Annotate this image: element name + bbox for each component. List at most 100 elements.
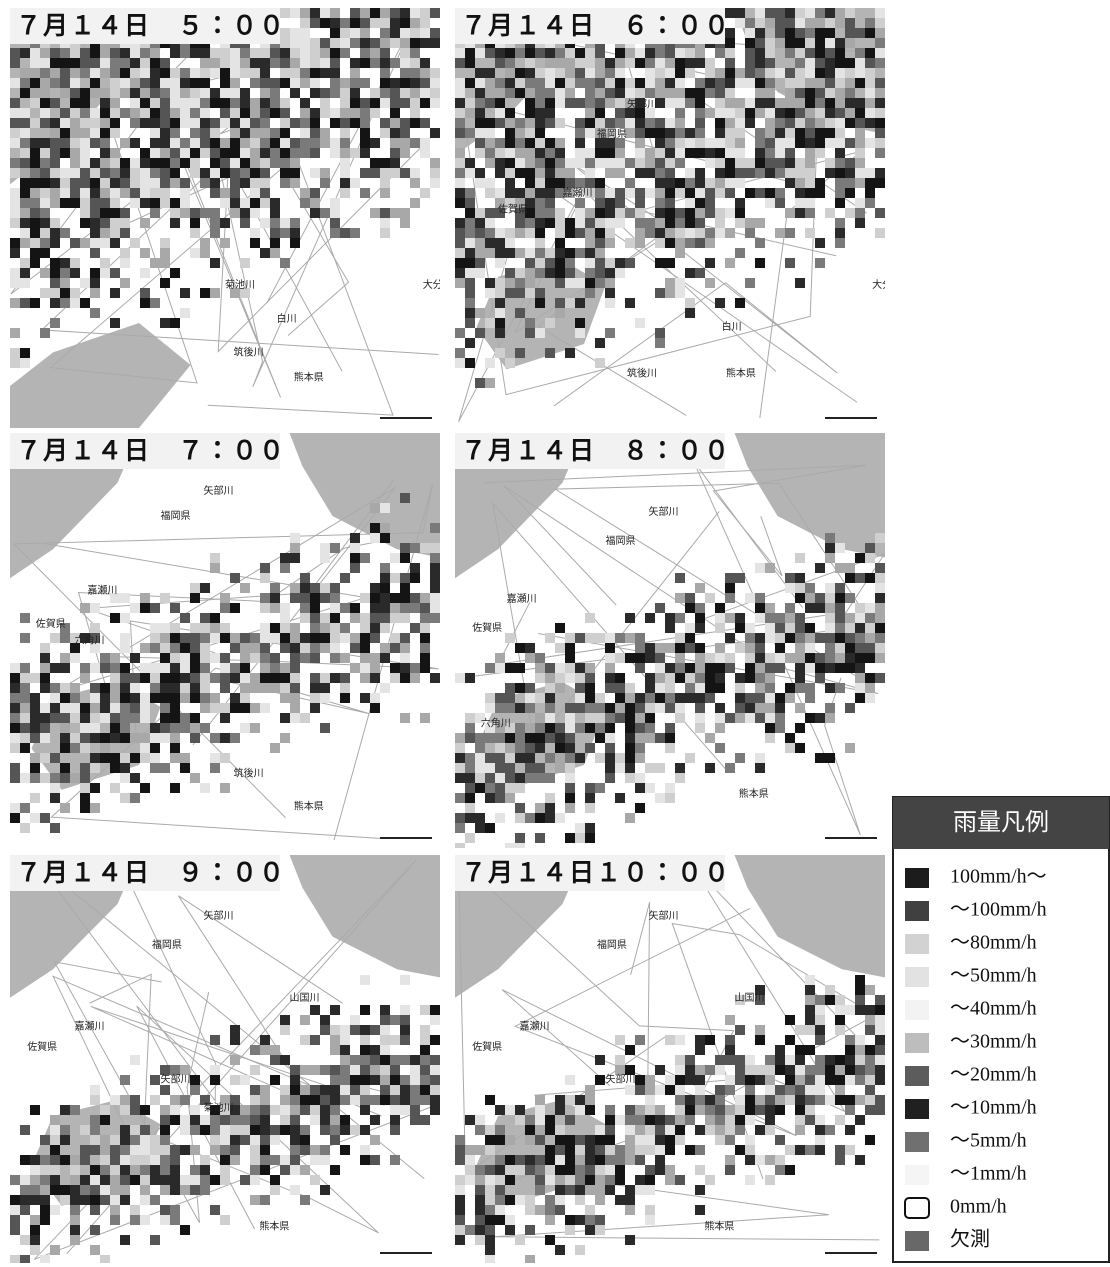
- rain-cell: [80, 48, 90, 58]
- rain-cell: [100, 1135, 110, 1145]
- rain-cell: [715, 703, 725, 713]
- rain-cell: [410, 68, 420, 78]
- rain-cell: [655, 733, 665, 743]
- rain-cell: [380, 1025, 390, 1035]
- rain-cell: [615, 713, 625, 723]
- rain-cell: [110, 78, 120, 88]
- rain-cell: [80, 603, 90, 613]
- rain-cell: [320, 48, 330, 58]
- rain-cell: [330, 643, 340, 653]
- rain-cell: [80, 158, 90, 168]
- rain-cell: [210, 563, 220, 573]
- rain-cell: [565, 268, 575, 278]
- rain-cell: [495, 753, 505, 763]
- rain-cell: [675, 208, 685, 218]
- rain-cell: [300, 593, 310, 603]
- rain-cell: [290, 533, 300, 543]
- rain-cell: [420, 18, 430, 28]
- rain-cell: [140, 1125, 150, 1135]
- rain-cell: [825, 643, 835, 653]
- rain-cell: [835, 158, 845, 168]
- rain-cell: [755, 673, 765, 683]
- rain-cell: [715, 188, 725, 198]
- rain-cell: [695, 168, 705, 178]
- rain-cell: [400, 1095, 410, 1105]
- rain-cell: [60, 228, 70, 238]
- rain-cell: [515, 248, 525, 258]
- rain-cell: [420, 28, 430, 38]
- rain-cell: [685, 178, 695, 188]
- rain-cell: [90, 248, 100, 258]
- rain-cell: [340, 1075, 350, 1085]
- rain-cell: [875, 88, 885, 98]
- rain-cell: [200, 168, 210, 178]
- rain-cell: [360, 188, 370, 198]
- rain-cell: [825, 208, 835, 218]
- rain-cell: [220, 68, 230, 78]
- rain-cell: [260, 68, 270, 78]
- rain-cell: [645, 118, 655, 128]
- rain-cell: [815, 1135, 825, 1145]
- rain-cell: [535, 148, 545, 158]
- rain-cell: [270, 218, 280, 228]
- rain-cell: [575, 663, 585, 673]
- rain-cell: [705, 733, 715, 743]
- rain-cell: [485, 218, 495, 228]
- rain-cell: [310, 673, 320, 683]
- rain-cell: [20, 1205, 30, 1215]
- rain-cell: [805, 188, 815, 198]
- rain-cell: [80, 58, 90, 68]
- rain-cell: [10, 168, 20, 178]
- place-label: 菊池川: [225, 278, 255, 291]
- rain-cell: [40, 68, 50, 78]
- rain-cell: [190, 1085, 200, 1095]
- rain-cell: [815, 38, 825, 48]
- rain-cell: [645, 88, 655, 98]
- rain-cell: [390, 1075, 400, 1085]
- rain-cell: [60, 138, 70, 148]
- rain-cell: [605, 1135, 615, 1145]
- rain-cell: [825, 128, 835, 138]
- rain-cell: [495, 308, 505, 318]
- legend-title: 雨量凡例: [953, 808, 1049, 836]
- rain-cell: [675, 178, 685, 188]
- rain-cell: [635, 168, 645, 178]
- rain-cell: [60, 168, 70, 178]
- rain-cell: [585, 78, 595, 88]
- rain-cell: [515, 683, 525, 693]
- rain-cell: [785, 1095, 795, 1105]
- rain-cell: [230, 673, 240, 683]
- rain-cell: [250, 1175, 260, 1185]
- rain-cell: [170, 1105, 180, 1115]
- rain-cell: [110, 108, 120, 118]
- rain-cell: [475, 1235, 485, 1245]
- rain-cell: [465, 723, 475, 733]
- rain-cell: [605, 1125, 615, 1135]
- rain-cell: [795, 723, 805, 733]
- rain-cell: [370, 653, 380, 663]
- rain-cell: [190, 1075, 200, 1085]
- rain-cell: [250, 68, 260, 78]
- rain-cell: [410, 88, 420, 98]
- rain-cell: [615, 763, 625, 773]
- rain-cell: [645, 1095, 655, 1105]
- rain-cell: [370, 158, 380, 168]
- rain-cell: [475, 1225, 485, 1235]
- rain-cell: [360, 633, 370, 643]
- rain-cell: [60, 68, 70, 78]
- rain-cell: [695, 1205, 705, 1215]
- rain-cell: [695, 1075, 705, 1085]
- rain-cell: [130, 603, 140, 613]
- rain-cell: [495, 1175, 505, 1185]
- rain-cell: [170, 673, 180, 683]
- rain-cell: [705, 1065, 715, 1075]
- rain-cell: [865, 1105, 875, 1115]
- rain-cell: [170, 1205, 180, 1215]
- rain-cell: [625, 1205, 635, 1215]
- rain-cell: [210, 1205, 220, 1215]
- rain-cell: [615, 168, 625, 178]
- panel-title: ７月１４日 ９：００: [16, 858, 286, 887]
- rain-cell: [250, 188, 260, 198]
- place-label: 矢部川: [204, 484, 234, 497]
- rain-cell: [310, 1065, 320, 1075]
